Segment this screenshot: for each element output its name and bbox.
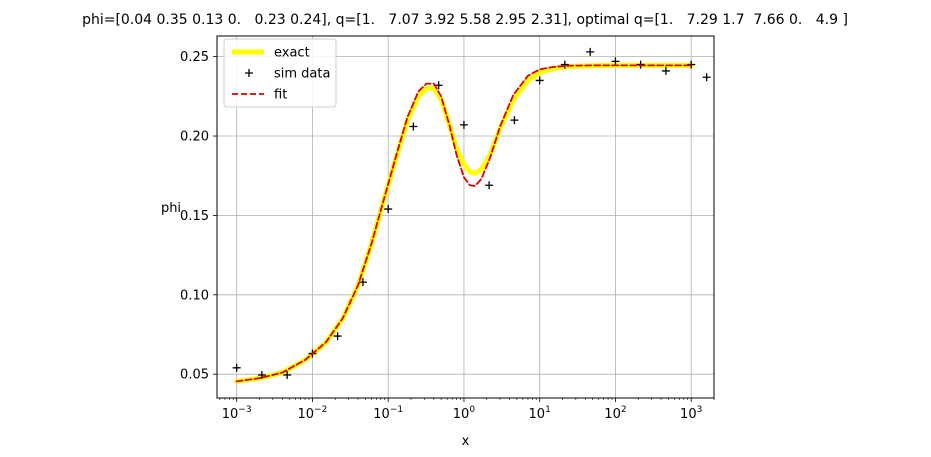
series-layer xyxy=(232,47,711,384)
legend-label: exact xyxy=(274,46,310,61)
legend-label: fit xyxy=(274,88,287,103)
data-point xyxy=(611,57,620,66)
legend-box xyxy=(223,38,337,108)
legend-item-sim-data: sim data xyxy=(245,67,330,82)
x-tick-label: 103 xyxy=(680,405,702,422)
data-point xyxy=(333,332,342,341)
legend-label: sim data xyxy=(274,67,330,82)
y-tick-label: 0.10 xyxy=(180,288,209,303)
legend: exact sim data fit xyxy=(223,38,337,108)
data-point xyxy=(409,122,418,131)
legend-item-fit: fit xyxy=(232,88,287,103)
y-axis-label: phi xyxy=(161,201,181,216)
y-tick-label: 0.15 xyxy=(180,209,209,224)
legend-item-exact: exact xyxy=(232,46,310,61)
y-tick-label: 0.20 xyxy=(180,130,209,145)
x-tick-label: 101 xyxy=(529,405,551,422)
data-point xyxy=(283,370,292,379)
data-point xyxy=(586,47,595,56)
data-point xyxy=(560,60,569,69)
data-point xyxy=(485,181,494,190)
data-point xyxy=(702,73,711,82)
data-point xyxy=(257,370,266,379)
data-point xyxy=(434,81,443,90)
data-point xyxy=(358,278,367,287)
x-tick-label: 102 xyxy=(604,405,626,422)
data-point xyxy=(510,116,519,125)
legend-marker xyxy=(245,69,253,77)
series-fit-line xyxy=(235,64,693,383)
y-tick-label: 0.05 xyxy=(180,368,209,383)
x-tick-label: 10−3 xyxy=(222,405,252,422)
chart-title: phi=[0.04 0.35 0.13 0. 0.23 0.24], q=[1.… xyxy=(82,12,848,28)
x-tick-label: 10−1 xyxy=(373,405,403,422)
ticks: 10−3 10−2 10−1 100 101 102 103 0.05 0.10 0.15 0.20… xyxy=(180,50,715,422)
plot-frame xyxy=(216,35,715,399)
x-tick-label: 100 xyxy=(453,405,476,422)
series-sim-data xyxy=(232,47,711,379)
x-tick-label: 10−2 xyxy=(298,405,328,422)
data-point xyxy=(384,205,393,214)
data-point xyxy=(459,120,468,129)
data-point xyxy=(661,66,670,75)
y-tick-label: 0.25 xyxy=(180,50,209,65)
data-point xyxy=(535,76,544,85)
x-axis-label: x xyxy=(462,434,470,449)
data-point xyxy=(232,363,241,372)
